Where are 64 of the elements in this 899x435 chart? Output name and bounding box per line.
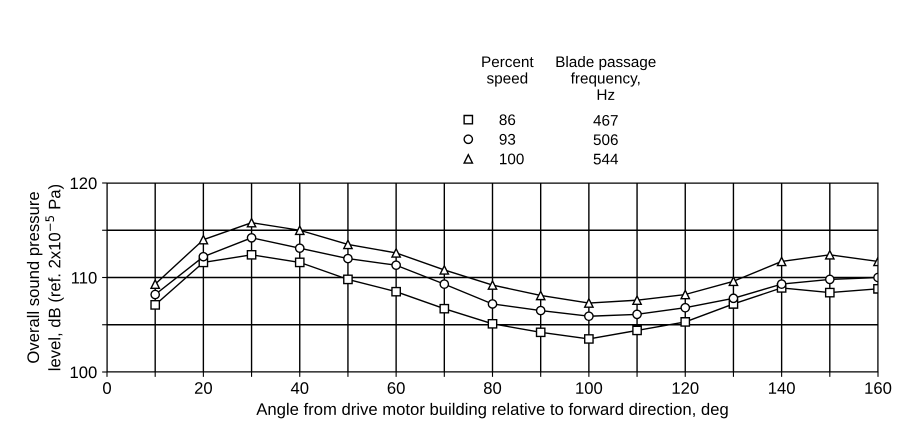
text: Blade passage frequency, Hz xyxy=(556,56,656,100)
x-axis-title: Angle from drive motor building relative to forward direction, deg xyxy=(256,402,728,418)
point xyxy=(150,290,160,300)
text: 467 xyxy=(593,114,618,126)
point xyxy=(584,298,594,308)
point xyxy=(294,258,305,268)
x-tick-label: 80 xyxy=(484,382,502,394)
legend-label: 86 xyxy=(500,114,516,126)
point xyxy=(824,274,835,284)
point xyxy=(776,256,786,266)
point xyxy=(728,293,738,304)
point xyxy=(294,243,305,254)
y-tick-label: 110 xyxy=(72,272,97,284)
y-tick-label: 120 xyxy=(70,177,97,190)
point xyxy=(246,250,256,260)
y-tick-label: 100 xyxy=(70,366,97,378)
x-tick-label: 140 xyxy=(768,382,795,394)
point xyxy=(680,290,690,300)
point xyxy=(632,326,642,336)
point xyxy=(439,265,450,275)
point xyxy=(246,218,256,228)
x-tick-label: 100 xyxy=(576,382,602,394)
point xyxy=(439,279,450,289)
point xyxy=(728,276,738,286)
y-axis-title: Overall sound pressure level, dB (ref. 2x10$^{−5}$ Pa) xyxy=(26,184,64,370)
point xyxy=(824,288,835,298)
x-tick-label: 40 xyxy=(290,382,308,394)
text: 544 xyxy=(594,154,618,164)
point xyxy=(391,260,401,270)
point xyxy=(536,306,546,316)
point xyxy=(632,295,642,306)
point xyxy=(246,232,256,243)
text: 506 xyxy=(594,134,618,146)
point xyxy=(198,234,208,245)
point xyxy=(391,286,401,297)
point xyxy=(584,311,594,322)
point xyxy=(150,300,160,310)
point xyxy=(198,252,208,262)
x-tick-label: 120 xyxy=(672,382,699,394)
point xyxy=(584,334,594,344)
point xyxy=(488,318,498,329)
point xyxy=(536,290,546,300)
point xyxy=(343,254,353,264)
point xyxy=(150,279,160,289)
point xyxy=(536,327,546,338)
point xyxy=(488,299,498,309)
legend-title: Percent speed xyxy=(482,56,534,87)
x-tick-label: 0 xyxy=(103,382,111,394)
legend-label: 93 xyxy=(500,134,516,145)
point xyxy=(294,225,305,236)
point xyxy=(391,248,401,258)
point xyxy=(632,309,642,320)
point xyxy=(343,274,353,284)
x-tick-label: 60 xyxy=(388,382,405,394)
point xyxy=(439,304,450,314)
point xyxy=(680,317,690,327)
legend-label: 100 xyxy=(500,154,524,164)
point xyxy=(776,279,786,289)
point xyxy=(680,302,690,313)
x-tick-label: 20 xyxy=(194,382,212,394)
x-tick-label: 160 xyxy=(865,382,892,394)
point xyxy=(824,250,835,260)
point xyxy=(343,240,353,250)
point xyxy=(488,280,498,290)
